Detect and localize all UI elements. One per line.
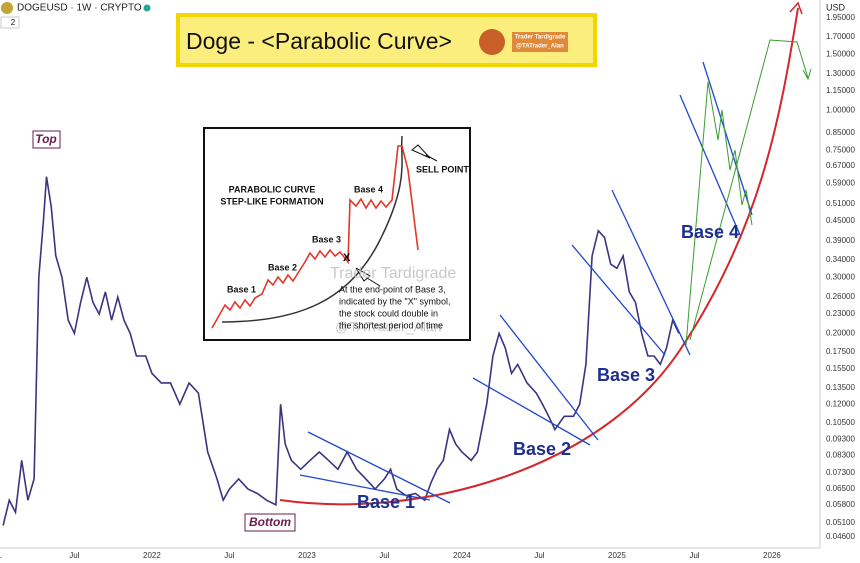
projection: [685, 39, 812, 346]
logo-text: Trader Tardigrade: [515, 35, 566, 41]
inset-heading: STEP-LIKE FORMATION: [220, 196, 323, 206]
bottom-label: Bottom: [249, 515, 291, 529]
badge[interactable]: [0, 16, 20, 29]
trend-lines: [299, 61, 753, 504]
y-tick-label: 0.13500: [826, 383, 855, 392]
banner-title: Doge - <Parabolic Curve>: [186, 28, 452, 54]
base-label: Base 2: [513, 439, 571, 459]
y-tick-label: 0.67000: [826, 161, 855, 170]
y-tick-label: 0.20000: [826, 329, 855, 338]
curve-arrow: [789, 1, 803, 15]
inset-arrow: [411, 144, 438, 162]
y-tick-label: 0.10500: [826, 418, 855, 427]
y-tick-label: 1.15000: [826, 86, 855, 95]
bottom-box: [244, 513, 296, 532]
inset-arrow: [355, 267, 381, 287]
inset-steps: [211, 145, 419, 329]
y-tick-label: 0.34000: [826, 255, 855, 264]
parabolic-curve: [279, 7, 799, 506]
x-tick-label: Jul: [69, 551, 79, 560]
inset-note: At the end-point of Base 3,: [339, 284, 446, 294]
y-tick-label: 0.08300: [826, 450, 855, 459]
badge-text: 2: [11, 18, 16, 27]
inset-heading: PARABOLIC CURVE: [229, 184, 316, 194]
inset-base: Base 4: [354, 184, 383, 194]
status-dot: [143, 4, 151, 12]
inset-note: indicated by the "X" symbol,: [339, 296, 450, 306]
y-tick-label: 0.85000: [826, 128, 855, 137]
top-label: Top: [35, 132, 57, 146]
logo-box: [512, 32, 568, 52]
inset-marker: X: [343, 252, 351, 264]
x-tick-label: Jul: [224, 551, 234, 560]
x-tick-label: 2024: [453, 551, 471, 560]
inset-note: the stock could double in: [339, 308, 438, 318]
inset-base: Base 1: [227, 284, 256, 294]
y-tick-label: 1.00000: [826, 106, 855, 115]
y-tick-label: 0.75000: [826, 145, 855, 154]
watermark: Trader Tardigrade: [330, 265, 456, 282]
y-tick-label: 0.30000: [826, 272, 855, 281]
y-tick-label: 0.09300: [826, 435, 855, 444]
y-tick-label: 1.50000: [826, 49, 855, 58]
y-tick-label: 1.70000: [826, 32, 855, 41]
base-label: Base 1: [357, 492, 415, 512]
base-label: Base 4: [681, 222, 739, 242]
y-tick-label: 0.15500: [826, 364, 855, 373]
y-tick-label: 0.06500: [826, 484, 855, 493]
inset-base: Base 3: [312, 234, 341, 244]
x-tick-label: 2025: [608, 551, 626, 560]
overlays: [279, 1, 812, 506]
y-tick-label: 0.05100: [826, 518, 855, 527]
y-tick-label: 0.12000: [826, 399, 855, 408]
y-tick-label: 0.51000: [826, 199, 855, 208]
watermark: @TATrader_Alan: [335, 319, 442, 335]
logo: [479, 29, 505, 55]
inset-curve: [221, 135, 403, 323]
y-tick-label: 0.45000: [826, 216, 855, 225]
logo-text: @TATrader_Alan: [516, 44, 564, 50]
y-tick-label: 0.04600: [826, 532, 855, 541]
y-tick-label: 1.95000: [826, 13, 855, 22]
base-label: Base 3: [597, 365, 655, 385]
top-box: [32, 130, 61, 149]
x-tick-label: 2022: [143, 551, 161, 560]
plot-area: [2, 176, 680, 526]
symbol-icon: [1, 2, 13, 14]
price-line: [2, 176, 680, 526]
y-tick-label: 0.07300: [826, 468, 855, 477]
x-tick-label: 21: [0, 551, 2, 560]
y-tick-label: 0.59000: [826, 179, 855, 188]
y-tick-label: 0.05800: [826, 500, 855, 509]
symbol: DOGEUSD · 1W · CRYPTO: [17, 3, 142, 14]
y-tick-label: 1.30000: [826, 69, 855, 78]
x-tick-label: 2023: [298, 551, 316, 560]
x-tick-label: 2026: [763, 551, 781, 560]
inset-sell: SELL POINT: [416, 164, 469, 174]
x-tick-label: Jul: [379, 551, 389, 560]
inset-note: the shortest period of time: [339, 320, 443, 330]
y-tick-label: 0.26000: [826, 292, 855, 301]
y-tick-label: 0.23000: [826, 309, 855, 318]
y-tick-label: 0.17500: [826, 347, 855, 356]
x-tick-label: Jul: [689, 551, 699, 560]
y-tick-label: 0.39000: [826, 236, 855, 245]
inset-base: Base 2: [268, 262, 297, 272]
currency: USD: [826, 2, 846, 12]
x-tick-label: Jul: [534, 551, 544, 560]
